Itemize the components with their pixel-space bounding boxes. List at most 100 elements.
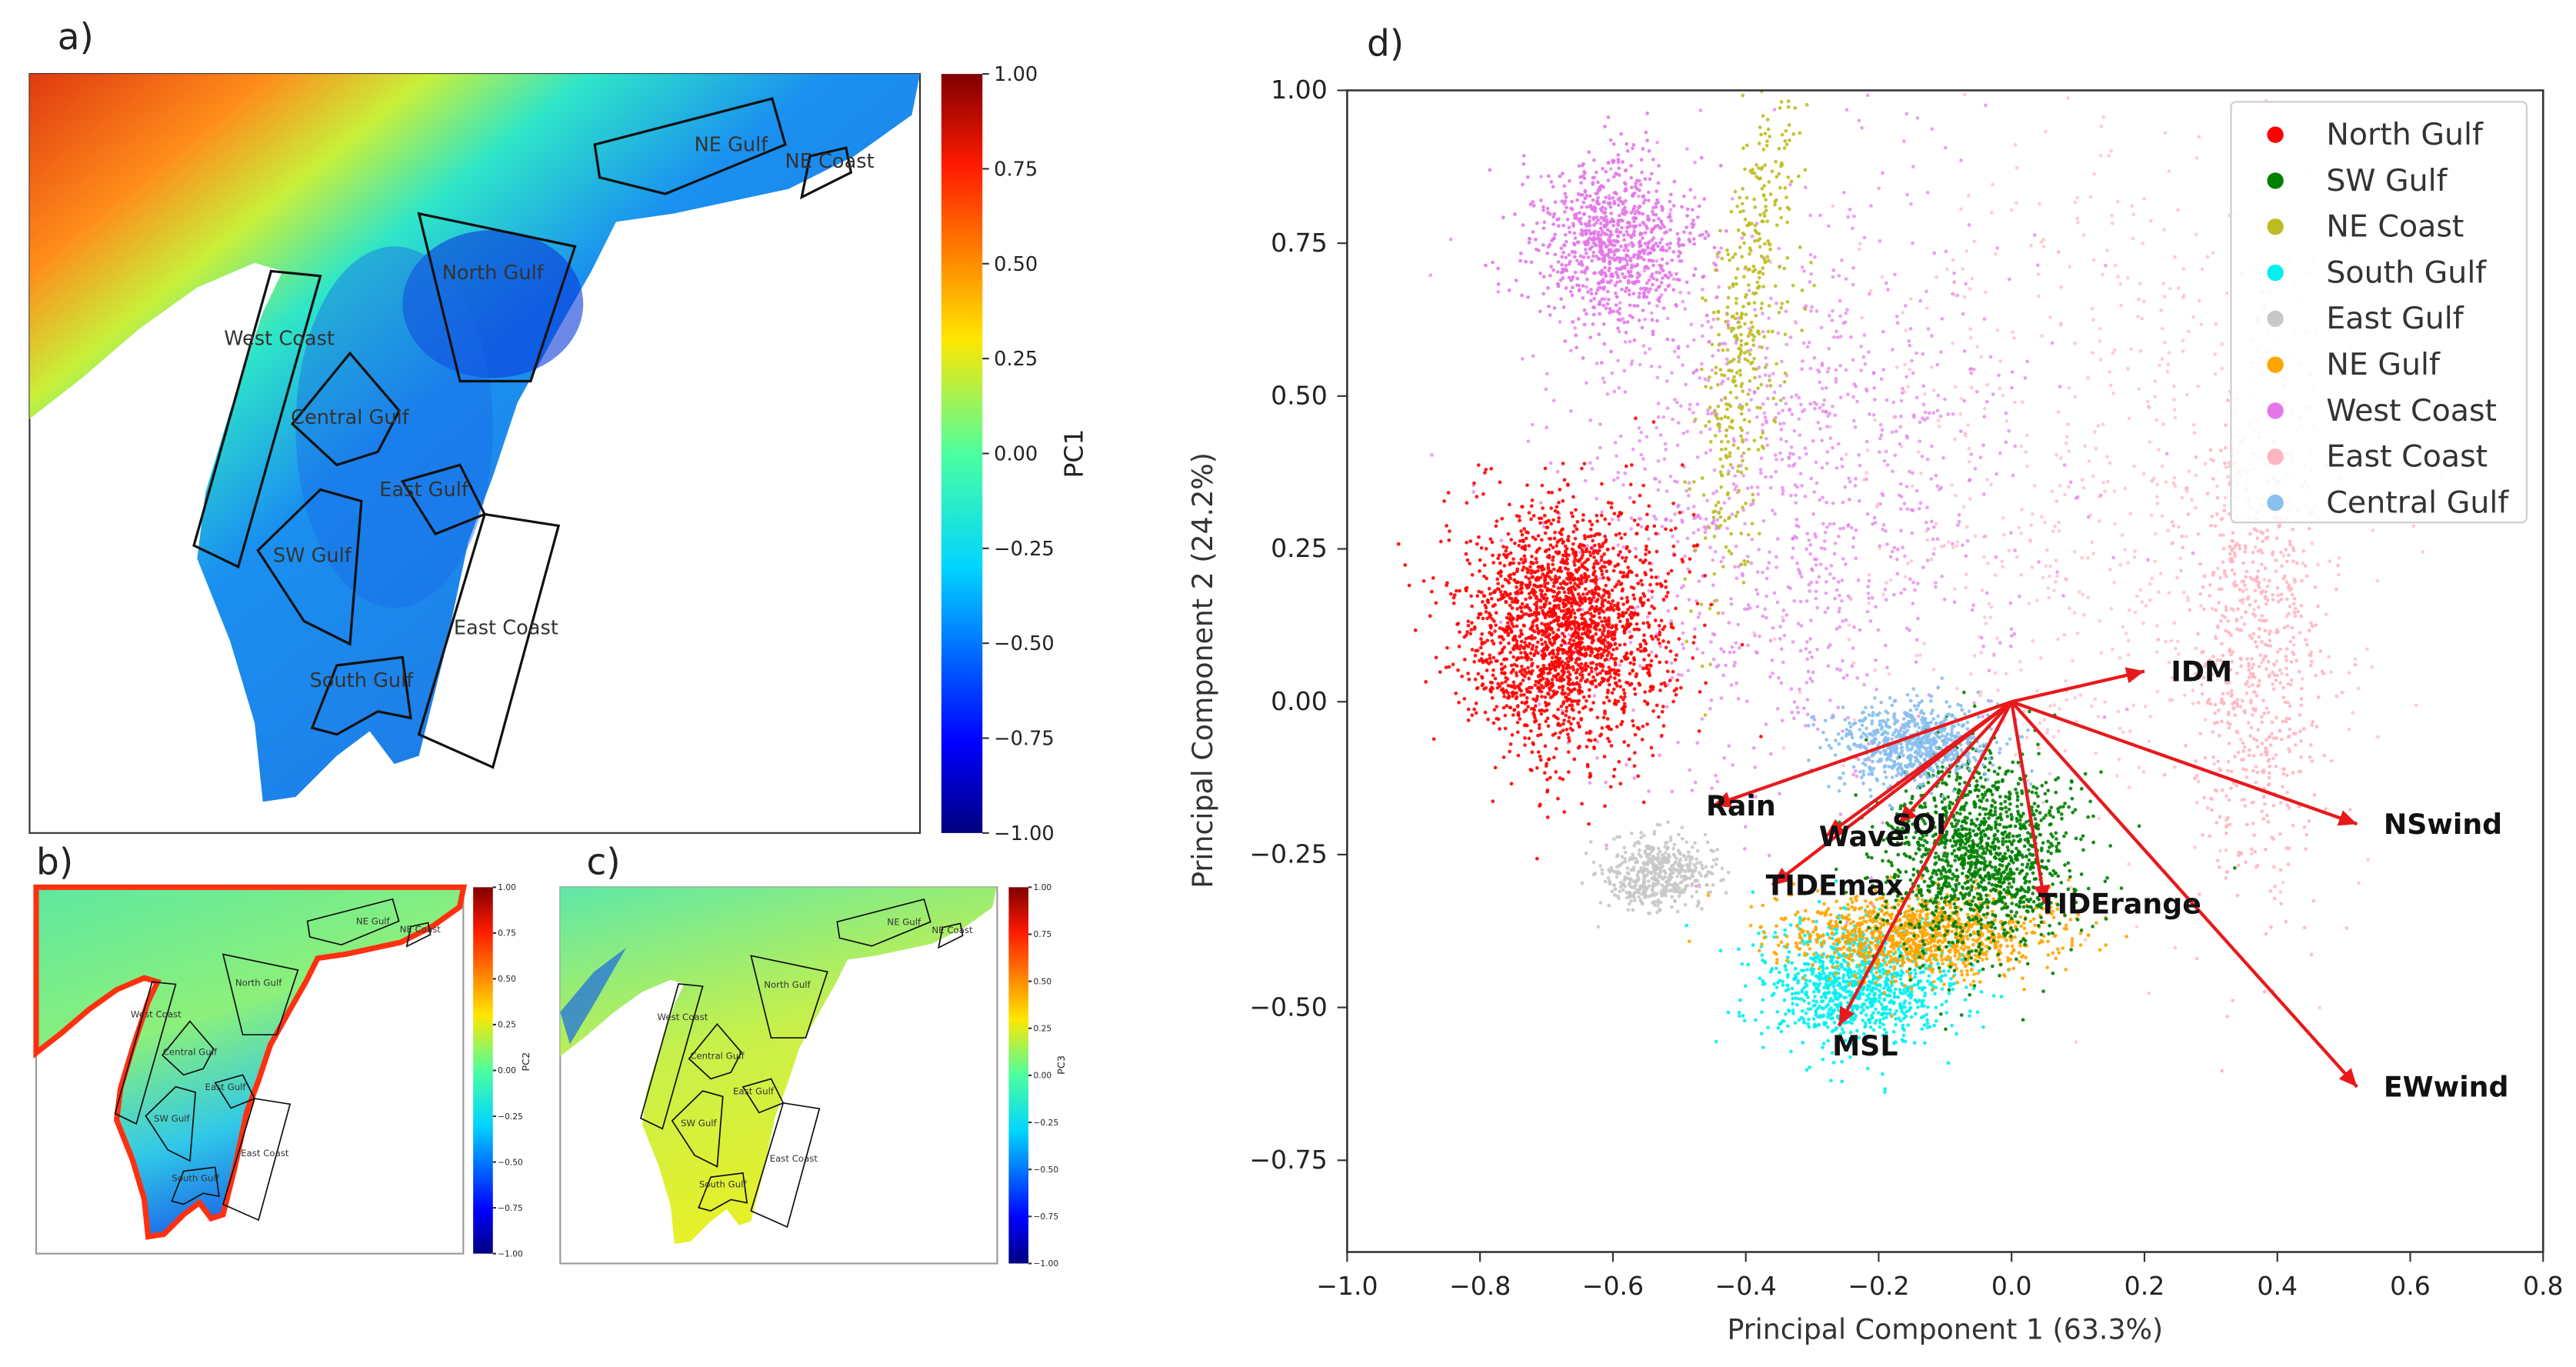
point-east-coast <box>2039 515 2044 519</box>
point-west-coast <box>1683 307 1688 311</box>
point-west-coast <box>1846 392 1850 397</box>
point-east-coast <box>2134 594 2139 598</box>
point-north-gulf <box>1589 669 1594 674</box>
point-west-coast <box>1714 773 1718 778</box>
point-west-coast <box>1611 195 1615 200</box>
point-west-coast <box>1561 250 1566 255</box>
point-west-coast <box>1718 428 1721 433</box>
point-west-coast <box>1671 250 1676 254</box>
point-east-coast <box>2347 671 2351 675</box>
point-west-coast <box>1696 528 1701 532</box>
point-west-coast <box>1598 222 1603 225</box>
point-west-coast <box>1535 247 1538 252</box>
point-east-coast <box>1919 471 1923 475</box>
point-east-coast <box>2223 495 2228 500</box>
point-north-gulf <box>1600 555 1604 559</box>
point-east-coast <box>2220 516 2224 521</box>
point-west-coast <box>1885 665 1889 670</box>
point-east-coast <box>2287 734 2291 739</box>
point-west-coast <box>1582 169 1586 174</box>
point-west-coast <box>2037 560 2041 564</box>
point-east-coast <box>2108 567 2112 572</box>
point-west-coast <box>1616 153 1621 157</box>
point-west-coast <box>1910 531 1915 535</box>
point-ne-coast <box>1738 368 1742 372</box>
point-west-coast <box>1621 545 1625 549</box>
point-east-coast <box>2161 282 2166 285</box>
point-east-coast <box>1781 746 1786 751</box>
point-west-coast <box>1551 268 1555 272</box>
point-east-coast <box>2098 339 2102 343</box>
point-east-coast <box>2191 422 2196 427</box>
point-west-coast <box>1931 552 1936 556</box>
point-west-coast <box>1721 611 1725 615</box>
point-west-coast <box>1595 456 1600 460</box>
point-west-coast <box>1994 555 1998 559</box>
point-west-coast <box>1680 621 1685 625</box>
point-east-coast <box>2133 610 2138 615</box>
point-west-coast <box>1899 414 1903 418</box>
point-west-coast <box>1598 422 1602 426</box>
point-ne-coast <box>1739 316 1744 321</box>
point-west-coast <box>1746 603 1751 607</box>
point-west-coast <box>1748 388 1752 392</box>
point-west-coast <box>1882 458 1887 463</box>
point-ne-coast <box>1738 325 1743 328</box>
point-ne-coast <box>1725 348 1730 352</box>
point-west-coast <box>1558 174 1562 178</box>
point-east-coast <box>2264 602 2268 606</box>
point-west-coast <box>1872 385 1877 390</box>
point-ne-coast <box>1783 138 1788 143</box>
point-east-coast <box>2268 644 2273 648</box>
point-east-coast <box>2137 765 2141 769</box>
point-west-coast <box>1610 517 1615 522</box>
point-east-coast <box>2225 630 2230 634</box>
point-west-coast <box>1853 425 1858 429</box>
point-east-coast <box>2284 597 2289 602</box>
point-east-coast <box>2271 803 2276 808</box>
point-west-coast <box>1563 232 1568 237</box>
point-west-coast <box>1597 202 1601 206</box>
point-east-coast <box>2347 727 2351 732</box>
point-east-coast <box>2264 654 2268 658</box>
point-east-coast <box>2216 566 2220 570</box>
point-north-gulf <box>1638 493 1642 498</box>
point-east-coast <box>2291 602 2296 606</box>
point-ne-coast <box>1777 310 1781 315</box>
point-west-coast <box>1905 192 1910 197</box>
point-east-coast <box>2154 495 2159 499</box>
point-west-coast <box>1599 361 1604 365</box>
point-ne-coast <box>1748 248 1753 253</box>
point-west-coast <box>1946 412 1951 416</box>
point-west-coast <box>1541 292 1545 296</box>
point-west-coast <box>1680 205 1684 209</box>
point-ne-coast <box>1753 375 1757 380</box>
point-west-coast <box>1764 475 1768 479</box>
point-north-gulf <box>1561 462 1565 465</box>
point-west-coast <box>1448 237 1453 242</box>
point-west-coast <box>1602 380 1607 385</box>
point-west-coast <box>1789 395 1794 399</box>
point-north-gulf <box>1617 668 1621 673</box>
point-west-coast <box>1648 347 1651 351</box>
point-east-coast <box>2250 636 2254 641</box>
point-east-coast <box>2168 286 2172 291</box>
point-east-coast <box>2281 785 2284 789</box>
point-ne-coast <box>1747 283 1751 287</box>
point-west-coast <box>1733 474 1738 478</box>
point-east-coast <box>2092 172 2097 176</box>
point-east-coast <box>2187 329 2191 334</box>
point-north-gulf <box>1590 588 1595 593</box>
point-east-coast <box>1981 555 1986 559</box>
point-east-coast <box>2308 743 2313 747</box>
point-east-coast <box>1772 637 1777 641</box>
point-west-coast <box>1527 236 1531 241</box>
point-west-coast <box>1902 502 1907 505</box>
point-east-coast <box>2231 707 2236 711</box>
point-west-coast <box>1584 232 1588 236</box>
point-west-coast <box>1616 470 1621 475</box>
point-west-coast <box>1846 524 1851 528</box>
point-ne-coast <box>1775 175 1779 179</box>
point-east-coast <box>2053 524 2057 528</box>
point-west-coast <box>1734 544 1738 548</box>
